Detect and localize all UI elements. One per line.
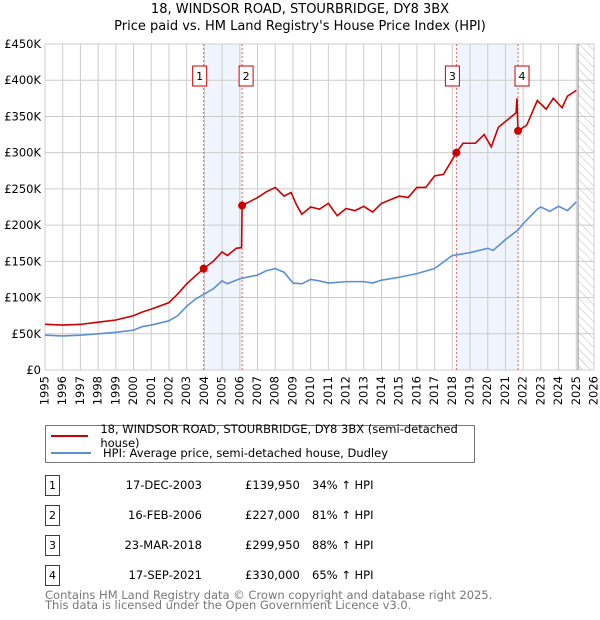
x-tick-label: 2018 <box>445 376 459 405</box>
x-tick-label: 2010 <box>303 376 317 405</box>
sale-number: 4 <box>45 565 60 586</box>
sale-price: £299,950 <box>245 538 300 552</box>
y-tick-label: £200K <box>4 218 41 232</box>
sale-row: 4 17-SEP-2021 £330,000 65% ↑ HPI <box>45 565 465 586</box>
sale-row: 1 17-DEC-2003 £139,950 34% ↑ HPI <box>45 475 465 496</box>
x-tick-label: 2020 <box>480 376 494 405</box>
hpi-line <box>44 201 577 337</box>
legend: 18, WINDSOR ROAD, STOURBRIDGE, DY8 3BX (… <box>45 422 475 463</box>
sale-point <box>452 148 461 157</box>
x-tick-label: 2025 <box>569 376 583 405</box>
sale-price: £330,000 <box>245 568 300 582</box>
x-tick-label: 2006 <box>232 376 246 405</box>
y-tick-label: £350K <box>4 109 41 123</box>
x-tick-label: 2024 <box>551 376 565 405</box>
x-tick-label: 2012 <box>339 376 353 405</box>
sale-row: 3 23-MAR-2018 £299,950 88% ↑ HPI <box>45 535 465 556</box>
y-tick-label: £300K <box>4 146 41 160</box>
legend-item-hpi: HPI: Average price, semi-detached house,… <box>46 445 388 461</box>
y-tick-label: £0 <box>26 363 41 377</box>
forecast-hatch <box>578 44 594 370</box>
x-tick-label: 2016 <box>409 376 423 405</box>
footer: Contains HM Land Registry data © Crown c… <box>45 588 493 612</box>
sale-hpi-diff: 88% ↑ HPI <box>312 538 374 552</box>
x-tick-label: 2019 <box>463 376 477 405</box>
sale-period-shade <box>203 44 243 370</box>
footer-line1: Contains HM Land Registry data © Crown c… <box>45 588 493 602</box>
property-price-line <box>44 89 577 326</box>
y-tick-label: £100K <box>4 291 41 305</box>
sale-date: 16-FEB-2006 <box>128 508 202 522</box>
y-tick-label: £150K <box>4 254 41 268</box>
sale-marker-label: 1 <box>196 70 203 83</box>
y-tick-label: £400K <box>4 73 41 87</box>
x-tick-label: 2011 <box>321 376 335 405</box>
legend-item-property: 18, WINDSOR ROAD, STOURBRIDGE, DY8 3BX (… <box>46 422 474 450</box>
x-tick-label: 2021 <box>498 376 512 405</box>
x-tick-label: 2007 <box>250 376 264 405</box>
x-tick-label: 2026 <box>587 376 600 405</box>
sale-marker-label: 3 <box>449 70 456 83</box>
x-tick-label: 2014 <box>374 376 388 405</box>
sale-point <box>514 126 523 135</box>
chart-subtitle: Price paid vs. HM Land Registry's House … <box>114 19 486 34</box>
sale-hpi-diff: 65% ↑ HPI <box>312 568 374 582</box>
x-tick-label: 1998 <box>91 376 105 405</box>
x-tick-label: 2005 <box>215 376 229 405</box>
sale-marker-label: 2 <box>243 70 250 83</box>
sale-point <box>199 264 208 273</box>
sale-point <box>238 201 247 210</box>
sale-marker-label: 4 <box>519 70 526 83</box>
sale-hpi-diff: 34% ↑ HPI <box>312 478 374 492</box>
sale-price: £227,000 <box>245 508 300 522</box>
x-tick-label: 2000 <box>126 376 140 405</box>
sale-date: 23-MAR-2018 <box>124 538 202 552</box>
sale-date: 17-SEP-2021 <box>128 568 202 582</box>
sale-number: 2 <box>45 505 60 526</box>
x-tick-label: 1996 <box>55 376 69 405</box>
x-tick-label: 2017 <box>427 376 441 405</box>
legend-label: 18, WINDSOR ROAD, STOURBRIDGE, DY8 3BX (… <box>100 422 458 450</box>
plot-area: 1995 1996 1997 1998 1999 2000 2001 2002 2003 2004… <box>4 37 600 405</box>
sale-row: 2 16-FEB-2006 £227,000 81% ↑ HPI <box>45 505 465 526</box>
x-tick-label: 2004 <box>197 376 211 405</box>
x-tick-label: 2001 <box>144 376 158 405</box>
sale-marker-box <box>444 65 460 87</box>
x-tick-label: 2022 <box>516 376 530 405</box>
y-tick-label: £250K <box>4 182 41 196</box>
x-tick-label: 2008 <box>268 376 282 405</box>
x-tick-label: 2009 <box>285 376 299 405</box>
sale-number: 3 <box>45 535 60 556</box>
x-tick-label: 2015 <box>392 376 406 405</box>
legend-swatch-red <box>51 435 89 437</box>
sale-marker-box <box>238 65 254 87</box>
legend-swatch-blue <box>51 452 91 454</box>
x-tick-label: 1997 <box>73 376 87 405</box>
y-tick-label: £50K <box>12 327 42 341</box>
x-tick-label: 2023 <box>533 376 547 405</box>
x-tick-label: 1999 <box>108 376 122 405</box>
footer-line2: This data is licensed under the Open Gov… <box>45 598 412 612</box>
x-tick-label: 2013 <box>356 376 370 405</box>
sale-marker-box <box>192 65 208 87</box>
chart-title: 18, WINDSOR ROAD, STOURBRIDGE, DY8 3BX <box>150 2 450 17</box>
sale-period-shade <box>456 44 519 370</box>
legend-label: HPI: Average price, semi-detached house,… <box>103 446 389 460</box>
sale-price: £139,950 <box>245 478 300 492</box>
x-tick-label: 2002 <box>161 376 175 405</box>
sale-number: 1 <box>45 475 60 496</box>
x-tick-label: 2003 <box>179 376 193 405</box>
sale-hpi-diff: 81% ↑ HPI <box>312 508 374 522</box>
sale-marker-box <box>514 65 530 87</box>
x-tick-label: 1995 <box>38 376 52 405</box>
sale-date: 17-DEC-2003 <box>125 478 202 492</box>
y-tick-label: £450K <box>4 37 41 51</box>
